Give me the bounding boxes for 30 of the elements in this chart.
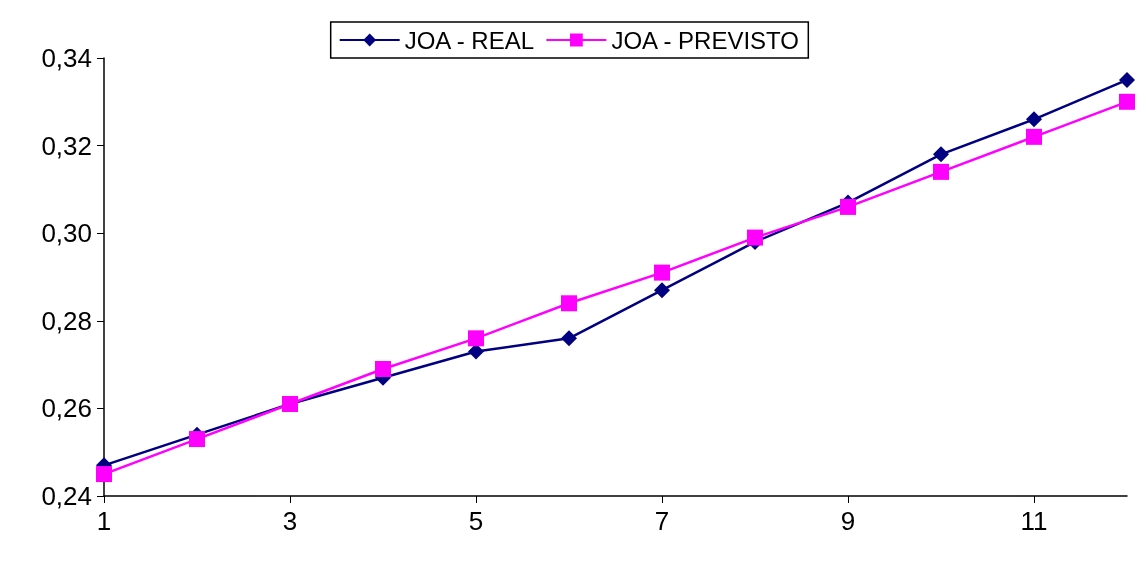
point [747, 229, 763, 246]
x-tick-label: 9 [840, 506, 856, 536]
y-tick-label: 0,24 [41, 481, 92, 511]
x-tick-label: 3 [282, 506, 298, 536]
y-tick-label: 0,26 [41, 393, 92, 424]
point [1119, 71, 1135, 88]
point [189, 431, 205, 448]
point [933, 163, 949, 180]
point [1119, 93, 1135, 110]
point [933, 146, 949, 163]
legend-label: JOA - PREVISTO [611, 26, 799, 54]
x-tick-label: 1 [96, 506, 112, 536]
legend-label: JOA - REAL [404, 26, 535, 54]
y-tick-label: 0,32 [41, 130, 92, 161]
y-tick-label: 0,34 [41, 43, 92, 73]
point [561, 330, 577, 347]
x-tick-label: 5 [468, 506, 484, 536]
x-tick-label: 7 [654, 506, 670, 536]
point [1026, 128, 1042, 145]
y-tick-label: 0,28 [41, 305, 92, 336]
point [654, 282, 670, 299]
point [1026, 111, 1042, 128]
point [561, 295, 577, 312]
point [654, 264, 670, 281]
x-tick-label: 11 [1020, 506, 1048, 536]
point [840, 198, 856, 215]
point [468, 330, 484, 347]
point [96, 466, 112, 483]
y-tick-label: 0,30 [41, 218, 92, 249]
point [375, 360, 391, 377]
